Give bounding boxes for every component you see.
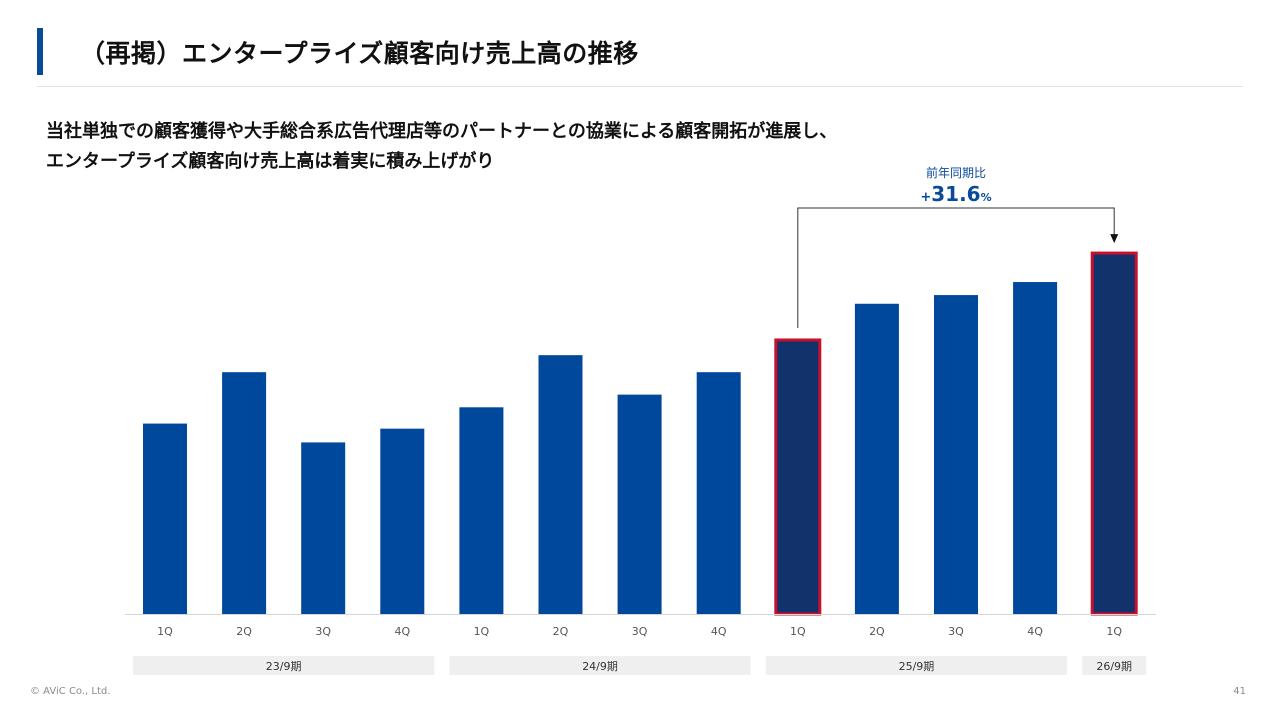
fiscal-year-label: 25/9期 (899, 660, 935, 673)
yoy-label: 前年同期比 (926, 165, 986, 180)
bar-highlight (774, 338, 822, 616)
title-divider (37, 86, 1243, 87)
yoy-value-prefix: + (920, 190, 931, 205)
fiscal-year-band (1082, 656, 1147, 675)
bar (1013, 282, 1058, 614)
fiscal-year-band (449, 656, 751, 675)
lead-line-1: 当社単独での顧客獲得や大手総合系広告代理店等のパートナーとの協業による顧客開拓が… (46, 121, 838, 142)
page-title: （再掲）エンタープライズ顧客向け売上高の推移 (80, 39, 639, 68)
x-tick-label: 1Q (157, 625, 173, 638)
bar (617, 394, 662, 614)
page-number: 41 (1233, 686, 1246, 697)
bar (538, 355, 583, 614)
fiscal-year-band (133, 656, 435, 675)
fiscal-year-label: 26/9期 (1096, 660, 1132, 673)
bar-highlight (1090, 251, 1138, 616)
bar (143, 423, 187, 614)
x-tick-label: 2Q (236, 625, 252, 638)
copyright-footer: © AViC Co., Ltd. (30, 686, 111, 697)
x-tick-label: 2Q (553, 625, 569, 638)
fiscal-year-label: 23/9期 (266, 660, 302, 673)
bar (380, 428, 425, 614)
bar (459, 407, 504, 614)
x-tick-label: 3Q (315, 625, 331, 638)
x-tick-label: 2Q (869, 625, 885, 638)
x-tick-label: 4Q (711, 625, 727, 638)
lead-text: 当社単独での顧客獲得や大手総合系広告代理店等のパートナーとの協業による顧客開拓が… (46, 117, 837, 177)
x-tick-label: 1Q (1106, 625, 1122, 638)
x-tick-label: 3Q (632, 625, 648, 638)
fiscal-year-band (765, 656, 1068, 675)
title-accent-bar (37, 28, 43, 75)
x-tick-label: 4Q (394, 625, 410, 638)
bar (934, 295, 978, 614)
yoy-arrow-head (1110, 234, 1119, 244)
bar (222, 372, 267, 614)
yoy-bracket-line (797, 207, 1115, 328)
bar (696, 372, 741, 614)
lead-line-2: エンタープライズ顧客向け売上高は着実に積み上げがり (46, 151, 495, 172)
x-tick-label: 1Q (790, 625, 806, 638)
yoy-value: +31.6% (920, 182, 991, 206)
fiscal-year-label: 24/9期 (582, 660, 618, 673)
x-tick-label: 4Q (1027, 625, 1043, 638)
bar (854, 303, 899, 614)
yoy-value-number: 31.6 (931, 182, 980, 206)
yoy-value-suffix: % (981, 191, 992, 204)
x-tick-label: 1Q (474, 625, 490, 638)
bar (301, 442, 346, 614)
x-tick-label: 3Q (948, 625, 964, 638)
